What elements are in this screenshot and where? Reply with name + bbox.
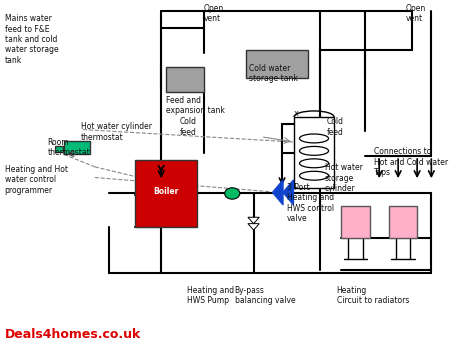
Text: 3 Port
Heating and
HWS control
valve: 3 Port Heating and HWS control valve (287, 183, 334, 223)
Text: Feed and
expansion tank: Feed and expansion tank (166, 96, 225, 115)
Text: Boiler: Boiler (153, 187, 179, 196)
FancyBboxPatch shape (341, 206, 370, 238)
Text: Open
vent: Open vent (204, 4, 224, 23)
FancyBboxPatch shape (64, 141, 90, 154)
FancyBboxPatch shape (246, 50, 308, 78)
Text: By-pass
balancing valve: By-pass balancing valve (235, 286, 295, 305)
FancyBboxPatch shape (389, 206, 417, 238)
FancyBboxPatch shape (135, 160, 197, 227)
Text: X: X (294, 111, 299, 116)
Text: Open
vent: Open vent (405, 4, 426, 23)
Text: Connections to
Hot and Cold water
Taps: Connections to Hot and Cold water Taps (374, 147, 448, 177)
Polygon shape (283, 180, 293, 205)
Text: Cold water
storage tank: Cold water storage tank (249, 64, 298, 83)
Text: Deals4homes.co.uk: Deals4homes.co.uk (5, 328, 141, 341)
Text: Mains water
feed to F&E
tank and cold
water storage
tank: Mains water feed to F&E tank and cold wa… (5, 14, 58, 65)
Polygon shape (273, 180, 283, 205)
FancyBboxPatch shape (166, 67, 204, 92)
Text: Heating
Circuit to radiators: Heating Circuit to radiators (337, 286, 409, 305)
Text: Heating and Hot
water control
programmer: Heating and Hot water control programmer (5, 165, 68, 195)
Polygon shape (248, 224, 259, 230)
Text: Cold
feed: Cold feed (180, 117, 197, 137)
Text: Room
thermostat: Room thermostat (47, 138, 90, 157)
FancyBboxPatch shape (55, 146, 63, 152)
Polygon shape (248, 217, 259, 224)
Text: Hot water cylinder
thermostat: Hot water cylinder thermostat (81, 122, 152, 142)
Text: Cold
feed: Cold feed (327, 117, 344, 137)
Text: Hot water
storage
cylinder: Hot water storage cylinder (325, 163, 363, 193)
Text: Heating and
HWS Pump: Heating and HWS Pump (187, 286, 234, 305)
FancyBboxPatch shape (294, 117, 334, 188)
Circle shape (225, 188, 240, 199)
